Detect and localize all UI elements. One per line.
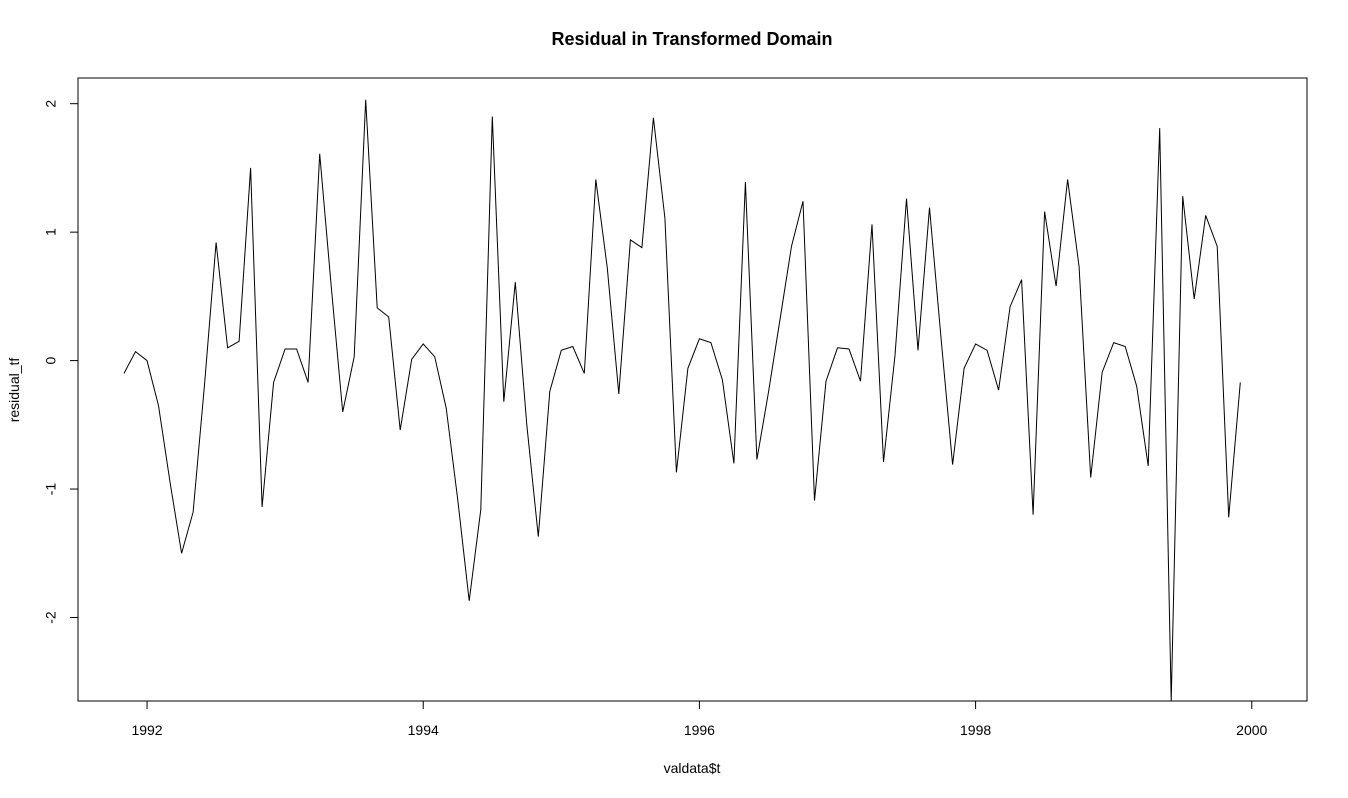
x-axis: 1992 1994 1996 1998 2000 bbox=[131, 700, 1268, 738]
x-tick-label: 1994 bbox=[408, 722, 439, 738]
y-tick-label: -1 bbox=[43, 483, 59, 496]
x-axis-label: valdata$t bbox=[663, 760, 721, 776]
y-tick-label: 1 bbox=[43, 228, 59, 236]
plot-frame bbox=[77, 77, 1308, 702]
x-tick-label: 1998 bbox=[960, 722, 991, 738]
chart-title: Residual in Transformed Domain bbox=[551, 29, 833, 49]
x-tick-label: 1992 bbox=[131, 722, 162, 738]
series-line-residual bbox=[123, 99, 1241, 702]
y-axis-label: residual_tf bbox=[6, 357, 22, 423]
y-tick-label: 0 bbox=[43, 356, 59, 364]
y-axis: -2 -1 0 1 2 bbox=[43, 100, 79, 624]
y-tick-label: -2 bbox=[43, 611, 59, 624]
x-tick-label: 2000 bbox=[1236, 722, 1267, 738]
y-tick-label: 2 bbox=[43, 100, 59, 108]
x-tick-label: 1996 bbox=[684, 722, 715, 738]
